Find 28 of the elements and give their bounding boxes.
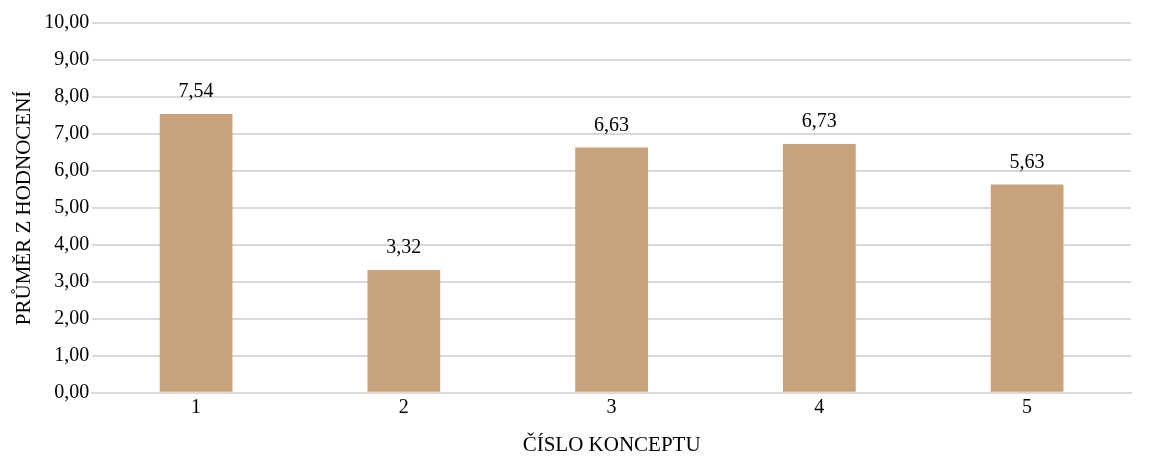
y-tick-label: 0,00: [54, 380, 90, 403]
x-tick-label: 4: [814, 395, 825, 418]
y-tick-label: 5,00: [54, 195, 90, 218]
y-tick-label: 6,00: [54, 158, 90, 181]
x-tick-label: 5: [1022, 395, 1033, 418]
bar: [575, 147, 648, 392]
y-tick-label: 8,00: [54, 84, 90, 107]
bar: [159, 113, 233, 392]
y-tick-label: 2,00: [54, 306, 90, 329]
y-axis-title: PRŮMĚR Z HODNOCENÍ: [11, 90, 36, 326]
y-tick-label: 7,00: [54, 121, 90, 144]
data-label: 6,73: [801, 109, 837, 132]
bar: [990, 184, 1064, 392]
y-tick-label: 9,00: [54, 47, 90, 70]
data-label: 7,54: [178, 79, 214, 102]
bar: [367, 270, 441, 392]
x-tick-label: 2: [398, 395, 409, 418]
y-tick-label: 10,00: [44, 10, 90, 33]
x-tick-label: 1: [191, 395, 202, 418]
y-tick-label: 1,00: [54, 343, 90, 366]
data-label: 6,63: [594, 112, 630, 135]
data-label: 3,32: [386, 235, 422, 258]
y-tick-label: 4,00: [54, 232, 90, 255]
data-label: 5,63: [1009, 149, 1045, 172]
bar: [783, 143, 856, 392]
x-axis-title: ČÍSLO KONCEPTU: [522, 431, 701, 456]
y-tick-label: 3,00: [54, 269, 90, 292]
x-tick-label: 3: [606, 395, 617, 418]
